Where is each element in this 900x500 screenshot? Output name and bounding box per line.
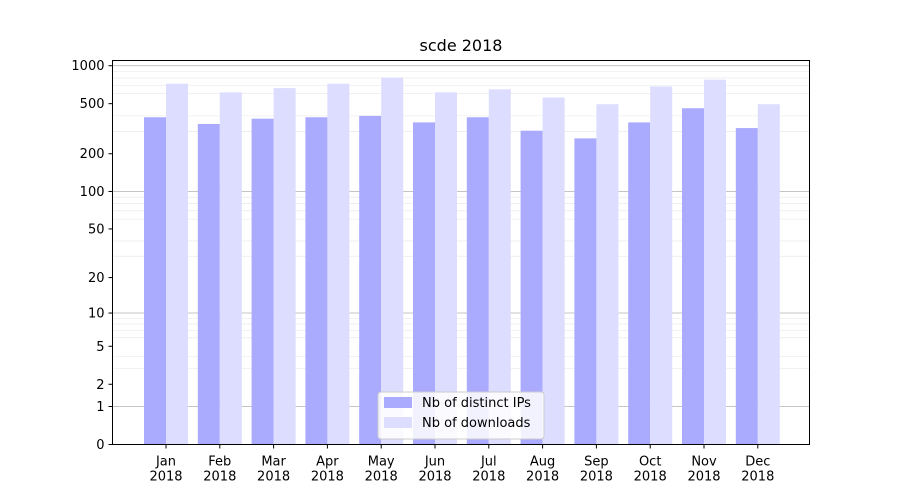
x-axis: Jan 2018 Feb 2018 Mar 2018 Apr 2018 May 2018 Jun 20… (149, 444, 774, 485)
bar-downloads (273, 88, 296, 445)
bar-distinct-ips (574, 138, 597, 445)
bar-downloads (704, 79, 726, 445)
y-tick-label: 5 (96, 340, 104, 355)
x-tick-label: Jan 2018 (149, 455, 182, 485)
bar-distinct-ips (359, 115, 382, 445)
legend-swatch (384, 417, 412, 428)
bar-downloads (219, 92, 242, 445)
bars (144, 77, 780, 445)
x-tick-label: Mar 2018 (257, 455, 290, 485)
y-tick-label: 100 (80, 185, 105, 200)
y-tick-label: 10 (88, 307, 105, 322)
x-tick-label: Apr 2018 (311, 455, 344, 485)
bar-distinct-ips (144, 117, 166, 445)
bar-distinct-ips (251, 118, 274, 445)
bar-downloads (650, 86, 673, 445)
x-tick-label: May 2018 (365, 455, 398, 485)
bar-distinct-ips (520, 130, 543, 445)
y-tick-label: 200 (80, 147, 105, 162)
x-tick-label: Jun 2018 (418, 455, 451, 485)
bar-distinct-ips (682, 108, 704, 445)
y-tick-label: 50 (88, 222, 105, 237)
bar-downloads (488, 89, 511, 445)
chart-title: scde 2018 (420, 36, 503, 55)
bar-distinct-ips (628, 122, 651, 445)
x-tick-label: Jul 2018 (472, 455, 505, 485)
bar-downloads (381, 77, 404, 445)
y-tick-label: 1000 (71, 59, 104, 74)
y-tick-label: 500 (80, 97, 105, 112)
y-tick-label: 0 (96, 438, 104, 453)
bar-distinct-ips (305, 117, 328, 445)
legend-label: Nb of distinct IPs (422, 396, 531, 411)
bar-downloads (596, 104, 619, 445)
bar-distinct-ips (197, 123, 220, 445)
bar-distinct-ips (413, 122, 435, 445)
x-tick-label: Dec 2018 (741, 455, 774, 485)
legend-swatch (384, 397, 412, 408)
x-tick-label: Feb 2018 (203, 455, 236, 485)
legend-box (377, 391, 545, 440)
bar-downloads (757, 104, 780, 445)
x-tick-label: Oct 2018 (634, 455, 667, 485)
x-tick-label: Nov 2018 (687, 455, 720, 485)
bar-downloads (166, 83, 188, 445)
bar-downloads (435, 92, 457, 445)
bar-downloads (327, 83, 350, 445)
y-tick-label: 1 (96, 400, 104, 415)
x-tick-label: Aug 2018 (526, 455, 559, 485)
legend-label: Nb of downloads (422, 416, 531, 431)
plot-frame (112, 60, 810, 445)
legend: Nb of distinct IPs Nb of downloads (377, 391, 545, 440)
bar-distinct-ips (466, 117, 489, 445)
x-tick-label: Sep 2018 (580, 455, 613, 485)
bar-downloads (542, 97, 565, 445)
y-tick-label: 20 (88, 271, 105, 286)
y-tick-label: 2 (96, 378, 104, 393)
y-axis: 0 1 2 5 10 20 50 100 200 500 1000 (71, 59, 113, 453)
bar-distinct-ips (735, 128, 758, 445)
